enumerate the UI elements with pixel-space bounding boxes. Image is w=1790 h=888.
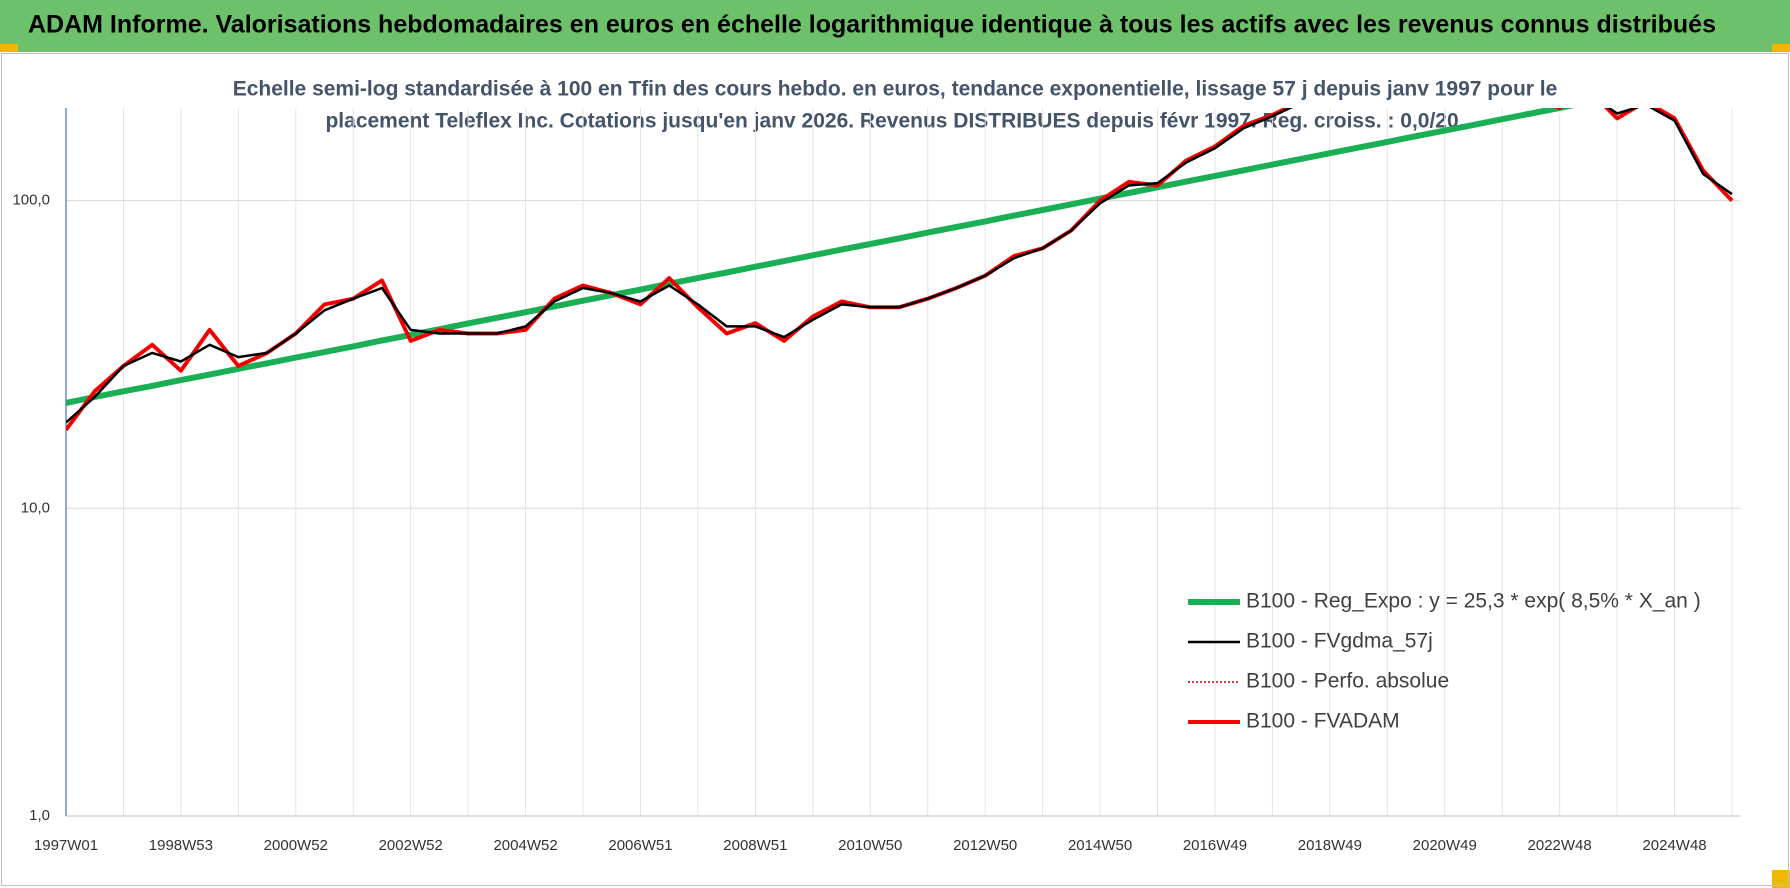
x-tick-label: 1997W01 bbox=[34, 837, 98, 854]
legend-label: B100 - FVgdma_57j bbox=[1246, 630, 1433, 653]
legend-label: B100 - FVADAM bbox=[1246, 710, 1400, 733]
x-tick-label: 2018W49 bbox=[1298, 837, 1362, 854]
y-tick-label: 100,0 bbox=[12, 192, 50, 209]
x-tick-label: 2010W50 bbox=[838, 837, 902, 854]
plot-lines bbox=[66, 108, 1734, 431]
corner-marker bbox=[0, 44, 18, 52]
x-tick-label: 2002W52 bbox=[379, 837, 443, 854]
legend-label: B100 - Reg_Expo : y = 25,3 * exp( 8,5% *… bbox=[1246, 590, 1701, 613]
x-tick-label: 2012W50 bbox=[953, 837, 1017, 854]
y-tick-label: 1,0 bbox=[29, 807, 50, 824]
x-tick-label: 2006W51 bbox=[608, 837, 672, 854]
series-line bbox=[66, 108, 1575, 406]
corner-marker bbox=[1772, 870, 1790, 888]
x-tick-label: 2014W50 bbox=[1068, 837, 1132, 854]
x-tick-label: 2004W52 bbox=[493, 837, 557, 854]
x-tick-label: 1998W53 bbox=[149, 837, 213, 854]
y-tick-label: 10,0 bbox=[21, 499, 50, 516]
x-tick-label: 2020W49 bbox=[1413, 837, 1477, 854]
chart-subtitle: Echelle semi-log standardisée à 100 en T… bbox=[233, 78, 1558, 101]
x-tick-label: 2022W48 bbox=[1528, 837, 1592, 854]
chart-title: ADAM Informe. Valorisations hebdomadaire… bbox=[28, 11, 1716, 39]
series-line bbox=[66, 108, 1733, 424]
x-tick-label: 2000W52 bbox=[264, 837, 328, 854]
corner-marker bbox=[1772, 44, 1790, 52]
header-bar bbox=[0, 0, 1790, 52]
legend-label: B100 - Perfo. absolue bbox=[1246, 670, 1449, 693]
chart-border bbox=[1, 53, 1789, 886]
x-tick-label: 2016W49 bbox=[1183, 837, 1247, 854]
x-tick-label: 2008W51 bbox=[723, 837, 787, 854]
x-tick-label: 2024W48 bbox=[1642, 837, 1706, 854]
chart-subtitle: placement Teleflex Inc. Cotations jusqu'… bbox=[325, 110, 1464, 133]
